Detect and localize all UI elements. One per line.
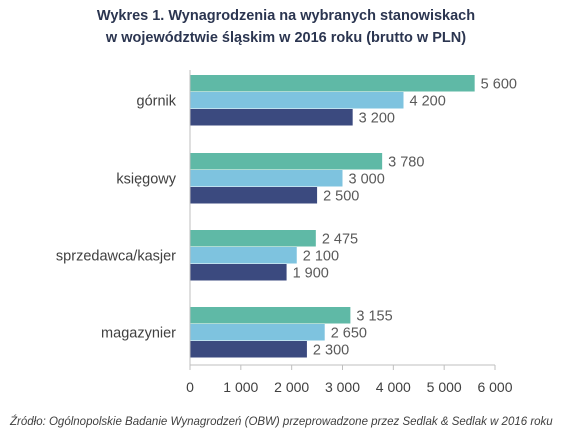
data-label: 2 100: [303, 248, 339, 264]
data-label: 2 500: [323, 188, 359, 204]
data-label: 2 475: [322, 231, 358, 247]
data-label: 2 300: [313, 342, 349, 358]
bar: [190, 230, 316, 247]
bar: [190, 153, 383, 170]
category-label: górnik: [137, 94, 177, 110]
data-label: 3 000: [349, 171, 385, 187]
bar: [190, 170, 343, 187]
category-label: księgowy: [116, 172, 176, 188]
x-tick-label: 1 000: [223, 379, 258, 395]
x-tick-label: 6 000: [477, 379, 512, 395]
data-label: 2 650: [331, 325, 367, 341]
x-tick-label: 4 000: [376, 379, 411, 395]
data-label: 4 200: [410, 93, 446, 109]
bar: [190, 307, 351, 324]
bar: [190, 264, 287, 281]
bar: [190, 341, 307, 358]
bar: [190, 75, 475, 92]
data-label: 5 600: [481, 76, 517, 92]
data-label: 1 900: [293, 265, 329, 281]
chart-subtitle: w województwie śląskim w 2016 roku (brut…: [105, 30, 466, 46]
bar: [190, 187, 318, 204]
category-label: magazynier: [101, 326, 176, 342]
bar: [190, 92, 404, 109]
x-tick-label: 2 000: [274, 379, 309, 395]
bar: [190, 324, 325, 341]
data-label: 3 200: [359, 110, 395, 126]
x-tick-label: 0: [186, 379, 194, 395]
data-label: 3 155: [356, 308, 392, 324]
x-tick-label: 5 000: [427, 379, 462, 395]
x-tick-label: 3 000: [325, 379, 360, 395]
bar: [190, 109, 353, 126]
bar: [190, 247, 297, 264]
data-label: 3 780: [388, 154, 424, 170]
source-note: Źródło: Ogólnopolskie Badanie Wynagrodze…: [9, 415, 553, 428]
category-label: sprzedawca/kasjer: [56, 249, 176, 265]
chart-title: Wykres 1. Wynagrodzenia na wybranych sta…: [97, 8, 475, 24]
